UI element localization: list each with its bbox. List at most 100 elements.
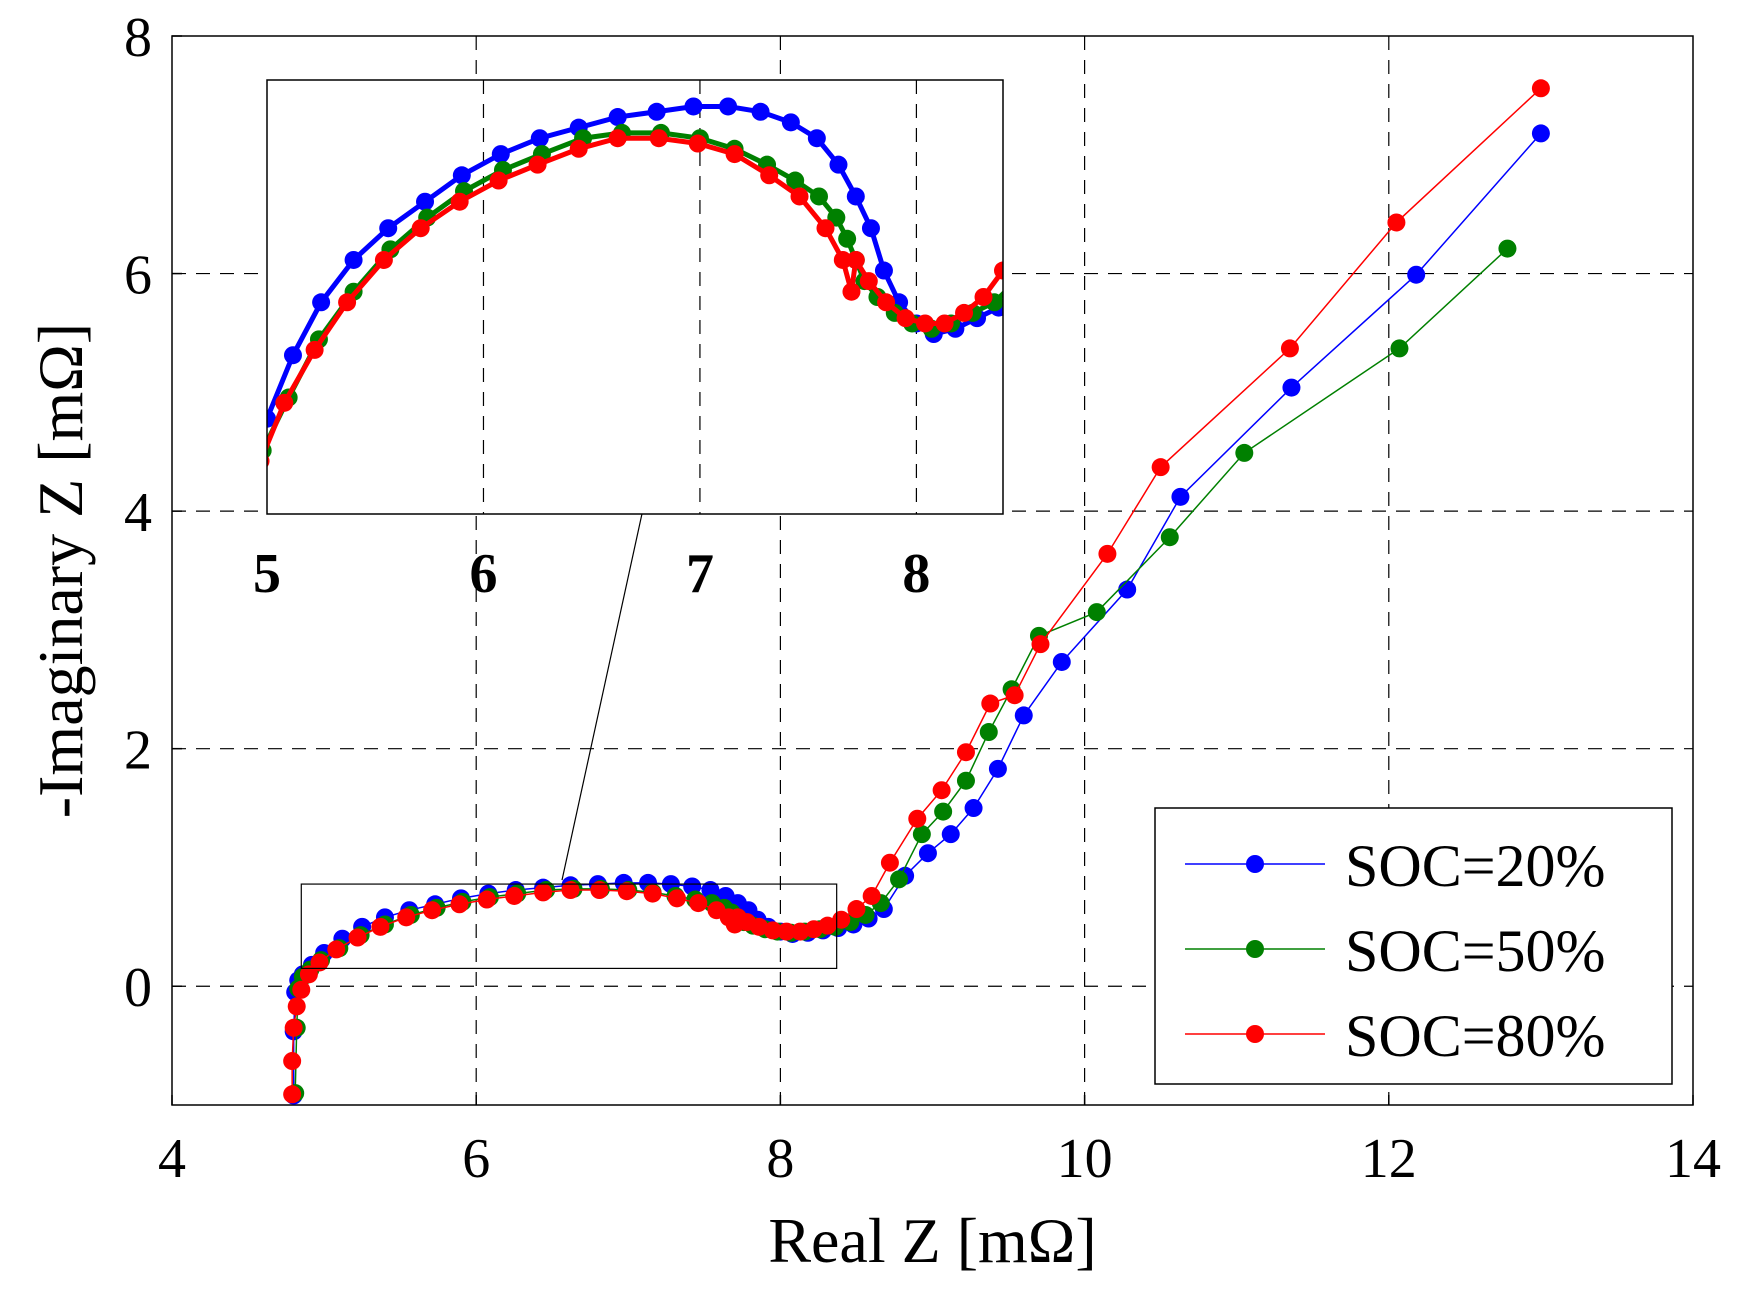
- legend-marker: [1246, 1025, 1264, 1043]
- inset-data-point: [1016, 214, 1034, 232]
- x-tick-label: 6: [462, 1128, 490, 1190]
- series-soc-80: [283, 79, 1550, 1104]
- data-point: [918, 844, 937, 863]
- data-point: [1531, 79, 1550, 98]
- legend-item: SOC=80%: [1185, 1003, 1606, 1069]
- inset-data-point: [608, 129, 627, 148]
- main-plot-frame: [171, 35, 1694, 1106]
- inset-data-point: [725, 145, 744, 164]
- inset-data-point: [379, 219, 398, 238]
- x-tick-label: 4: [158, 1128, 186, 1190]
- inset-data-point: [1011, 283, 1029, 301]
- data-point: [1531, 124, 1550, 143]
- data-point: [1098, 544, 1117, 563]
- y-tick-label: 2: [124, 720, 152, 782]
- inset-data-point: [955, 303, 974, 322]
- inset-data-point: [528, 155, 547, 174]
- inset-data-point: [719, 97, 738, 116]
- x-tick-label: 10: [1057, 1128, 1113, 1190]
- data-point: [890, 870, 909, 889]
- x-tick-label: 8: [766, 1128, 794, 1190]
- data-point: [1160, 528, 1179, 547]
- legend-label: SOC=20%: [1345, 833, 1606, 899]
- y-tick-label: 8: [124, 7, 152, 69]
- inset-data-point: [411, 219, 430, 238]
- data-point: [932, 781, 951, 800]
- data-point: [1031, 635, 1050, 654]
- legend-marker: [1246, 940, 1264, 958]
- legend-label: SOC=50%: [1345, 918, 1606, 984]
- data-point: [450, 895, 469, 914]
- data-point: [371, 917, 390, 936]
- legend-marker: [1246, 855, 1264, 873]
- inset-data-point: [344, 250, 363, 269]
- y-axis-label: -Imaginary Z [mΩ]: [25, 323, 96, 818]
- data-point: [941, 825, 960, 844]
- inset-data-point: [846, 250, 865, 269]
- inset-data-point: [833, 250, 852, 269]
- data-point: [283, 1052, 302, 1071]
- inset-data-point: [781, 113, 800, 132]
- data-point: [1387, 213, 1406, 232]
- data-point: [988, 759, 1007, 778]
- inset-data-point: [236, 505, 254, 523]
- data-point: [1498, 239, 1517, 258]
- data-point: [284, 1018, 303, 1037]
- data-point: [310, 953, 329, 972]
- legend-box: [1154, 807, 1673, 1085]
- inset-data-point: [416, 192, 435, 211]
- data-point: [423, 901, 442, 920]
- data-point: [505, 886, 524, 905]
- inset-data-point: [228, 516, 246, 534]
- data-point: [1005, 686, 1024, 705]
- data-point: [643, 884, 662, 903]
- inset-data-point: [221, 531, 239, 549]
- data-point: [979, 723, 998, 742]
- inset-data-point: [896, 309, 915, 328]
- data-point: [1280, 339, 1299, 358]
- inset-frame: [266, 79, 1004, 515]
- inset-data-point: [374, 250, 393, 269]
- legend-item: SOC=50%: [1185, 918, 1606, 984]
- y-tick-label: 4: [124, 482, 152, 544]
- inset-data-point: [786, 171, 805, 190]
- data-point: [689, 894, 708, 913]
- data-point: [287, 997, 306, 1016]
- data-point: [908, 809, 927, 828]
- data-point: [832, 910, 851, 929]
- data-point: [283, 1085, 302, 1104]
- inset-x-tick-label: 6: [469, 543, 497, 605]
- inset-data-point: [608, 108, 627, 127]
- data-point: [701, 881, 720, 900]
- inset-data-point: [569, 139, 588, 158]
- data-point: [397, 908, 416, 927]
- data-point: [777, 922, 796, 941]
- main-series: [283, 79, 1550, 1105]
- data-point: [1407, 265, 1426, 284]
- inset-data-point: [239, 484, 257, 502]
- inset-data-point: [1007, 272, 1025, 290]
- inset-data-point: [241, 463, 259, 481]
- inset-data-point: [751, 102, 770, 121]
- inset-data-point: [994, 261, 1003, 280]
- data-point: [763, 921, 782, 940]
- y-tick-label: 6: [124, 245, 152, 307]
- inset-data-point: [305, 340, 324, 359]
- inset-data-point: [530, 129, 549, 148]
- inset-data-point: [846, 187, 865, 206]
- data-point: [617, 882, 636, 901]
- inset-data-point: [312, 293, 331, 312]
- data-point: [934, 802, 953, 821]
- inset-data-point: [807, 129, 826, 148]
- inset-x-tick-label: 8: [902, 543, 930, 605]
- inset-data-point: [842, 282, 861, 301]
- x-tick-label: 12: [1361, 1128, 1417, 1190]
- inset-data-point: [974, 288, 993, 306]
- data-point: [1087, 603, 1106, 622]
- inset-x-tick-label: 5: [253, 543, 281, 605]
- data-point: [804, 920, 823, 939]
- data-point: [292, 980, 311, 999]
- inset-data-point: [877, 293, 896, 312]
- data-point: [847, 900, 866, 919]
